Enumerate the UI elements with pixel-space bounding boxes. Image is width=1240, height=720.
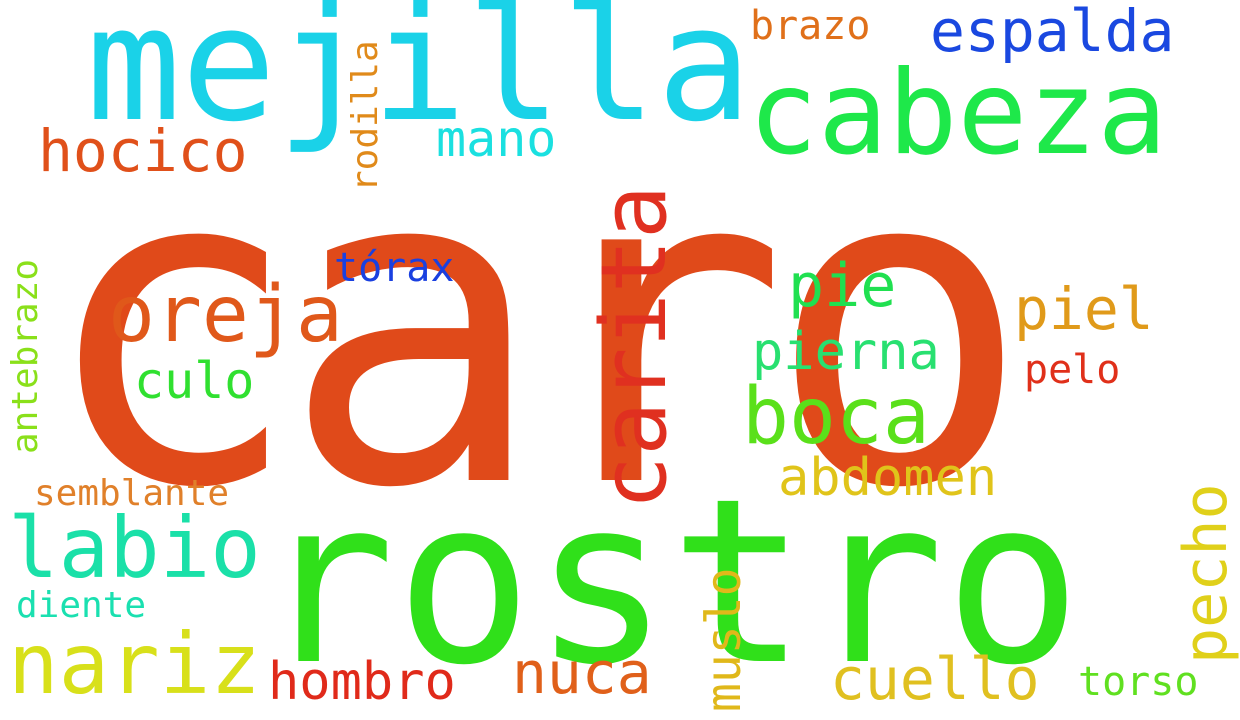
word-culo: culo — [134, 352, 255, 410]
word-pie: pie — [788, 251, 897, 321]
word-brazo: brazo — [750, 3, 871, 49]
word-carita: carita — [582, 184, 687, 510]
word-mano: mano — [436, 110, 557, 168]
word-hombro: hombro — [268, 652, 456, 712]
word-boca: boca — [742, 372, 930, 462]
word-oreja: oreja — [108, 270, 343, 360]
word-torso: torso — [1078, 659, 1199, 705]
word-hocico: hocico — [38, 117, 248, 185]
word-pierna: pierna — [752, 322, 940, 382]
word-muslo: muslo — [696, 567, 752, 713]
word-pelo: pelo — [1024, 347, 1121, 393]
word-labio: labio — [8, 499, 261, 597]
word-espalda: espalda — [930, 0, 1175, 65]
word-pecho: pecho — [1171, 483, 1240, 664]
word-rodilla: rodilla — [345, 40, 386, 192]
word-rostro: rostro — [258, 449, 1082, 715]
word-cabeza: cabeza — [748, 46, 1168, 181]
word-nariz: nariz — [8, 615, 261, 713]
word-caro: caro — [38, 72, 1032, 584]
word-cuello: cuello — [830, 645, 1040, 713]
word-mejilla: mejilla — [86, 0, 752, 157]
word-piel: piel — [1014, 275, 1154, 343]
word-diente: diente — [16, 585, 147, 626]
word-antebrazo: antebrazo — [5, 258, 46, 454]
word-torax: tórax — [334, 245, 455, 291]
word-nuca: nuca — [512, 639, 652, 707]
word-semblante: semblante — [34, 473, 230, 514]
word-abdomen: abdomen — [778, 448, 998, 508]
